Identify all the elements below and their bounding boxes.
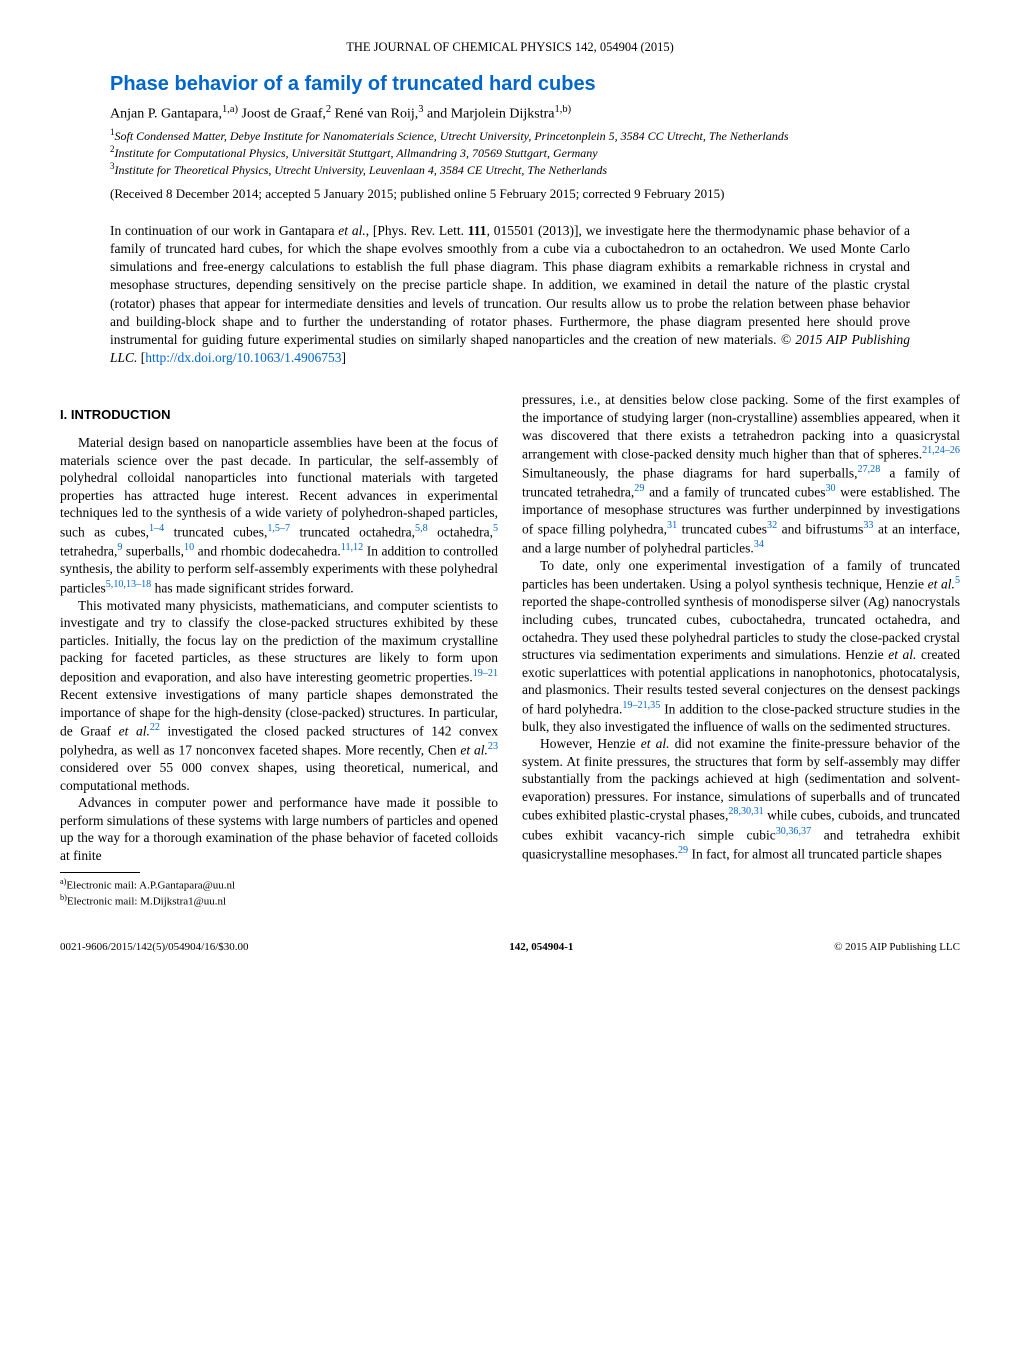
body-para-1: Material design based on nanoparticle as…	[60, 434, 498, 596]
affiliation-2: 2Institute for Computational Physics, Un…	[110, 144, 960, 161]
footer-left: 0021-9606/2015/142(5)/054904/16/$30.00	[60, 941, 249, 953]
publication-dates: (Received 8 December 2014; accepted 5 Ja…	[110, 186, 960, 202]
authors-line: Anjan P. Gantapara,1,a) Joost de Graaf,2…	[110, 104, 960, 123]
section-1-heading: I. INTRODUCTION	[60, 407, 498, 424]
footnote-b: b)Electronic mail: M.Dijkstra1@uu.nl	[60, 893, 498, 909]
body-columns: I. INTRODUCTION Material design based on…	[60, 391, 960, 909]
body-para-3: Advances in computer power and performan…	[60, 794, 498, 864]
affiliation-1: 1Soft Condensed Matter, Debye Institute …	[110, 127, 960, 144]
footer-right: © 2015 AIP Publishing LLC	[834, 941, 960, 953]
abstract: In continuation of our work in Gantapara…	[110, 222, 910, 368]
footnote-separator	[60, 872, 140, 873]
page-footer: 0021-9606/2015/142(5)/054904/16/$30.00 1…	[60, 941, 960, 953]
journal-header: THE JOURNAL OF CHEMICAL PHYSICS 142, 054…	[60, 40, 960, 55]
body-para-6: However, Henzie et al. did not examine t…	[522, 735, 960, 862]
body-para-2: This motivated many physicists, mathemat…	[60, 597, 498, 795]
affiliations: 1Soft Condensed Matter, Debye Institute …	[110, 127, 960, 178]
body-para-4: pressures, i.e., at densities below clos…	[522, 391, 960, 556]
footnote-a: a)Electronic mail: A.P.Gantapara@uu.nl	[60, 877, 498, 893]
footnotes: a)Electronic mail: A.P.Gantapara@uu.nl b…	[60, 877, 498, 909]
footer-center: 142, 054904-1	[509, 941, 573, 953]
article-title[interactable]: Phase behavior of a family of truncated …	[110, 73, 960, 96]
affiliation-3: 3Institute for Theoretical Physics, Utre…	[110, 161, 960, 178]
body-para-5: To date, only one experimental investiga…	[522, 557, 960, 735]
